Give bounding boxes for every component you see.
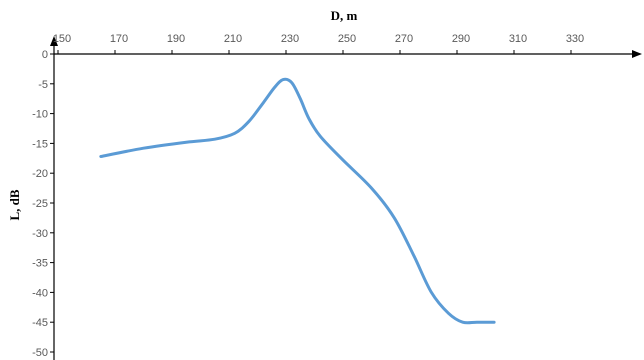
x-tick-label: 150 — [53, 33, 71, 45]
y-axis-title: L, dB — [7, 189, 22, 220]
x-axis-arrow — [632, 50, 642, 58]
x-axis-ticks: 150 170 190 210 230 250 270 290 310 330 — [53, 33, 584, 54]
y-tick-label: -5 — [38, 79, 48, 91]
x-tick-label: 170 — [110, 33, 128, 45]
y-tick-label: -50 — [32, 347, 48, 359]
x-tick-label: 210 — [224, 33, 242, 45]
x-tick-label: 230 — [281, 33, 299, 45]
y-tick-label: -20 — [32, 168, 48, 180]
x-tick-label: 250 — [338, 33, 356, 45]
y-tick-label: 0 — [42, 49, 48, 61]
x-axis-title: D, m — [331, 8, 358, 23]
y-tick-label: -40 — [32, 287, 48, 299]
y-axis-arrow — [50, 36, 58, 46]
y-axis-ticks: 0 -5 -10 -15 -20 -25 -30 -35 -40 -45 -50 — [32, 49, 54, 359]
series-layer — [99, 77, 496, 325]
y-tick-label: -25 — [32, 198, 48, 210]
x-tick-label: 190 — [167, 33, 185, 45]
y-tick-label: -15 — [32, 138, 48, 150]
y-tick-label: -10 — [32, 109, 48, 121]
x-tick-label: 310 — [509, 33, 527, 45]
y-tick-label: -35 — [32, 258, 48, 270]
x-tick-label: 270 — [395, 33, 413, 45]
x-tick-label: 290 — [452, 33, 470, 45]
y-tick-label: -30 — [32, 228, 48, 240]
axes — [50, 36, 642, 360]
x-tick-label: 330 — [566, 33, 584, 45]
series-line — [99, 77, 496, 325]
y-tick-label: -45 — [32, 317, 48, 329]
